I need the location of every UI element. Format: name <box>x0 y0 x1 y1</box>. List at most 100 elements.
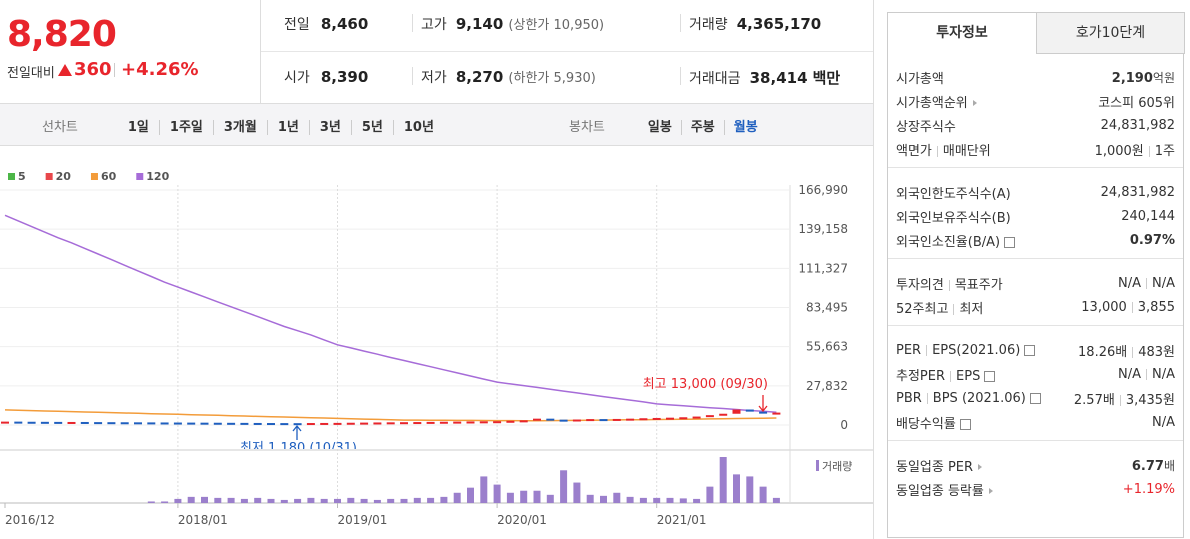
help-icon[interactable] <box>1004 236 1016 248</box>
volume-bar <box>320 498 328 503</box>
info-row: 외국인한도주식수(A) 24,831,982 <box>888 180 1183 204</box>
y-tick-label: 83,495 <box>806 301 848 315</box>
info-row: 외국인보유주식수(B) 240,144 <box>888 204 1183 228</box>
text: 최저 <box>959 301 984 317</box>
candle <box>80 421 89 424</box>
volume-bar <box>280 499 288 503</box>
info-value: 6.77배 <box>1132 457 1175 474</box>
candle <box>54 421 63 424</box>
candle <box>267 423 275 426</box>
arrow-icon <box>988 488 993 494</box>
candle <box>306 423 315 426</box>
candle <box>705 415 714 418</box>
separator <box>953 303 955 315</box>
x-tick-label: 2018/01 <box>178 513 228 527</box>
label: 전일 <box>284 17 310 33</box>
candle <box>453 421 462 424</box>
info-value: 0.97% <box>1130 233 1175 248</box>
candle <box>639 418 648 421</box>
volume-cell: 거래량 4,365,170 <box>689 14 821 34</box>
help-icon[interactable] <box>959 418 971 430</box>
candle <box>147 422 156 425</box>
candle <box>14 421 23 424</box>
separator <box>1119 394 1121 406</box>
tab[interactable]: 투자정보 <box>887 12 1037 53</box>
text: 3,435원 <box>1125 392 1175 408</box>
label: 고가 <box>421 17 447 33</box>
text: 2.57배 <box>1073 392 1115 408</box>
toolbar-item[interactable]: 1일 <box>127 120 149 135</box>
toolbar-label: 선차트 <box>42 120 78 135</box>
info-label: 액면가 매매단위 <box>896 140 991 159</box>
toolbar-item[interactable]: 5년 <box>350 120 393 135</box>
candle <box>426 421 435 424</box>
toolbar-item[interactable]: 주봉 <box>680 120 724 135</box>
label: 저가 <box>421 70 447 86</box>
change-label: 전일대비 <box>7 66 55 81</box>
info-group: PER EPS(2021.06) 18.26배 483원 추정PER EPS N/A N/A P… <box>888 326 1183 441</box>
toolbar-item[interactable]: 1주일 <box>158 120 213 135</box>
volume-bar <box>560 470 568 503</box>
volume-bar <box>294 498 302 503</box>
text: 시가총액 <box>896 71 944 87</box>
help-icon[interactable] <box>984 370 996 382</box>
annotation: 최저 1,180 (10/31) <box>240 441 357 456</box>
candle <box>732 409 741 414</box>
info-row: 동일업종 등락률 +1.19% <box>888 477 1183 501</box>
candle <box>586 419 595 422</box>
annotation-arrow <box>758 395 768 413</box>
help-icon[interactable] <box>1029 392 1041 404</box>
volume-bar <box>440 496 448 503</box>
text: 액면가 <box>896 143 932 159</box>
volume-bar <box>387 498 395 503</box>
volume-bar <box>427 497 435 503</box>
amount-cell: 거래대금 38,414 백만 <box>689 67 840 88</box>
volume-bar <box>147 501 155 503</box>
separator <box>948 279 950 291</box>
candle <box>479 421 488 424</box>
info-value: 18.26배 483원 <box>1078 341 1175 360</box>
toolbar-item[interactable]: 10년 <box>392 120 444 135</box>
text: 외국인보유주식수(B) <box>896 210 1011 226</box>
help-icon[interactable] <box>1024 344 1036 356</box>
value: 9,140 <box>455 15 504 33</box>
toolbar-item[interactable]: 3개월 <box>212 120 267 135</box>
candle <box>253 422 262 425</box>
candle <box>160 422 169 425</box>
volume-legend-swatch <box>816 460 819 471</box>
candle <box>519 420 528 423</box>
text: 2,190 <box>1111 70 1153 86</box>
candle <box>134 422 142 425</box>
text: 0.97% <box>1129 232 1175 248</box>
volume-bar <box>400 498 408 503</box>
info-value: 2,190억원 <box>1112 69 1175 86</box>
text: EPS <box>956 368 981 384</box>
info-group: 투자의견 목표주가 N/A N/A 52주최고 최저 13,000 3,855 <box>888 259 1183 326</box>
separator <box>936 145 938 157</box>
divider <box>680 67 681 85</box>
toolbar-item[interactable]: 3년 <box>308 120 351 135</box>
candle-chart-group: 봉차트 일봉 주봉 월봉 <box>569 116 767 135</box>
chart: 0 27,832 55,663 83,495 111,327 139,158 166,990… <box>0 170 873 527</box>
candle <box>533 418 541 421</box>
value: 4,365,170 <box>736 15 822 33</box>
volume-bar <box>613 492 621 503</box>
tab[interactable]: 호가10단계 <box>1036 12 1185 54</box>
toolbar-item[interactable]: 월봉 <box>723 120 767 135</box>
candle <box>439 421 448 424</box>
separator <box>926 392 928 404</box>
divider <box>873 0 874 539</box>
volume-bar <box>240 498 248 503</box>
candle <box>94 422 103 425</box>
text: 상장주식수 <box>896 119 956 135</box>
toolbar-item[interactable]: 일봉 <box>647 120 672 135</box>
note: (상한가 10,950) <box>508 18 605 33</box>
info-label: 52주최고 최저 <box>896 298 983 317</box>
info-value: 24,831,982 <box>1101 118 1175 133</box>
text: 외국인소진율(B/A) <box>896 234 1001 250</box>
candle <box>346 422 355 425</box>
toolbar-item[interactable]: 1년 <box>266 120 309 135</box>
text: 투자의견 <box>896 277 944 293</box>
separator <box>1132 346 1134 358</box>
info-value: +1.19% <box>1123 482 1175 497</box>
